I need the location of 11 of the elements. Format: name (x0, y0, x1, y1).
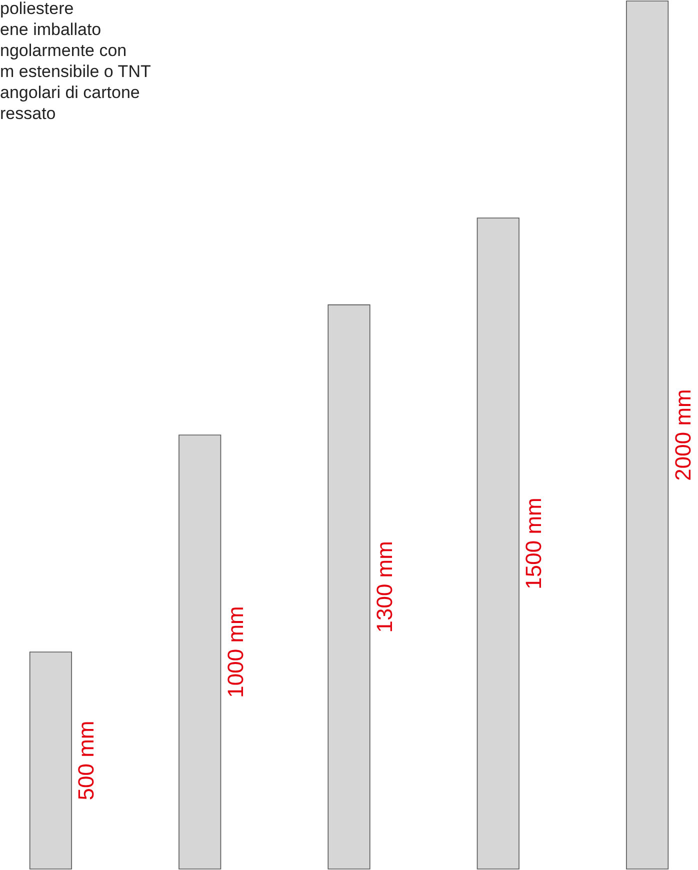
data-label: 2000 mm (670, 389, 696, 481)
data-label: 1300 mm (372, 541, 397, 633)
data-label: 1000 mm (222, 606, 248, 698)
annotation: poliestere ene imballato ngolarmente con m estensibile o TNT angolari di cartone ressato (0, 0, 151, 123)
data-label: 500 mm (74, 720, 99, 800)
bar (328, 304, 370, 870)
bar (476, 218, 520, 870)
bar (626, 0, 669, 870)
data-label: 1500 mm (521, 498, 546, 590)
bar (29, 652, 72, 870)
bar (178, 434, 222, 870)
